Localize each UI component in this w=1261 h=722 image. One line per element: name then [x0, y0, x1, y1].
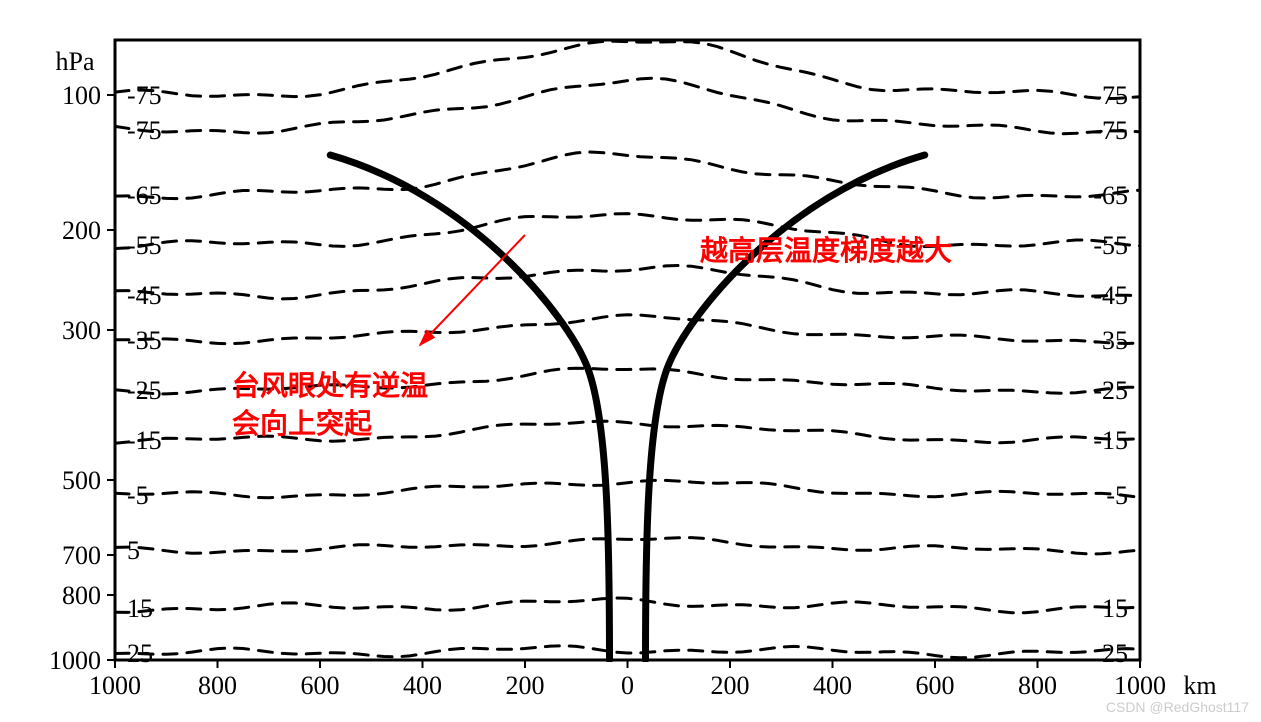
- mask-right: [1140, 0, 1261, 722]
- isotherm-line: [115, 538, 1140, 554]
- isotherm-label-left: -25: [127, 376, 162, 405]
- isotherm-label-left: -55: [127, 231, 162, 260]
- annotation-arrow: [420, 235, 525, 345]
- watermark: CSDN @RedGhost117: [1106, 699, 1249, 715]
- isotherm-label-left: -75: [127, 116, 162, 145]
- isotherm-line: [115, 598, 1140, 613]
- y-tick-label: 200: [62, 216, 101, 245]
- isotherm-label-left: -15: [127, 426, 162, 455]
- isotherm-line: [115, 41, 1140, 98]
- isotherm-label-left: 15: [127, 594, 153, 623]
- y-tick-label: 700: [62, 541, 101, 570]
- isotherm-label-left: -45: [127, 281, 162, 310]
- annotation-eye-inversion-1: 台风眼处有逆温: [232, 369, 428, 401]
- isotherm-line: [115, 480, 1140, 497]
- isotherm-label-right: -55: [1093, 231, 1128, 260]
- isotherm-label-right: -45: [1093, 281, 1128, 310]
- isotherm-label-right: -65: [1093, 181, 1128, 210]
- x-tick-label: 1000: [89, 671, 141, 700]
- y-tick-label: 100: [62, 81, 101, 110]
- isotherm-label-right: -25: [1093, 376, 1128, 405]
- isotherm-label-left: -5: [127, 481, 149, 510]
- y-axis-unit: hPa: [56, 47, 95, 76]
- isotherm-label-right: -5: [1106, 481, 1128, 510]
- x-tick-label: 800: [1018, 671, 1057, 700]
- mask-top: [0, 0, 1261, 40]
- isotherm-label-right: -35: [1093, 326, 1128, 355]
- annotation-gradient: 越高层温度梯度越大: [700, 235, 952, 266]
- isotherm-line: [115, 315, 1140, 344]
- isotherm-label-right: -75: [1093, 116, 1128, 145]
- x-tick-label: 200: [711, 671, 750, 700]
- isotherm-label-left: 5: [127, 536, 140, 565]
- isotherm-label-right: -75: [1093, 81, 1128, 110]
- x-tick-label: 600: [301, 671, 340, 700]
- y-tick-label: 300: [62, 316, 101, 345]
- isotherm-line: [115, 214, 1140, 249]
- x-tick-label: 1000: [1114, 671, 1166, 700]
- isotherm-label-left: 25: [127, 639, 153, 668]
- isotherm-label-left: -75: [127, 81, 162, 110]
- cross-section-chart: hPa 100 200 300 500 700 800 1000 1000 800 600 400 20…: [0, 0, 1261, 722]
- isotherm-line: [115, 152, 1140, 199]
- x-axis-unit: km: [1183, 671, 1216, 700]
- x-tick-label: 200: [506, 671, 545, 700]
- isotherm-label-left: -35: [127, 326, 162, 355]
- x-tick-label: 800: [198, 671, 237, 700]
- isotherm-line: [115, 646, 1140, 658]
- isotherm-label-right: 15: [1102, 594, 1128, 623]
- eyewall-right: [646, 155, 925, 660]
- isotherm-line: [115, 78, 1140, 134]
- x-tick-label: 600: [916, 671, 955, 700]
- annotation-eye-inversion-2: 会向上突起: [232, 407, 373, 439]
- x-tick-label: 400: [403, 671, 442, 700]
- isotherm-label-left: -65: [127, 181, 162, 210]
- y-tick-label: 800: [62, 581, 101, 610]
- x-tick-label: 0: [621, 671, 634, 700]
- isotherm-line: [115, 266, 1140, 299]
- eyewall-left: [330, 155, 609, 660]
- chart-container: hPa 100 200 300 500 700 800 1000 1000 800 600 400 20…: [0, 0, 1261, 722]
- y-tick-label: 500: [62, 466, 101, 495]
- x-tick-label: 400: [813, 671, 852, 700]
- isotherm-label-right: -15: [1093, 426, 1128, 455]
- isotherm-label-right: 25: [1102, 639, 1128, 668]
